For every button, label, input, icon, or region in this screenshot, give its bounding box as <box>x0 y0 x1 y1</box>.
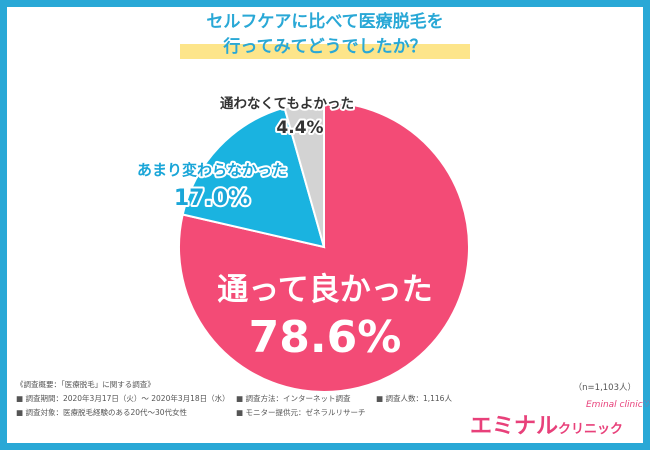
logo-sub: クリニック <box>558 422 624 437</box>
title-line-2: 行ってみてどうでしたか？ <box>223 37 427 57</box>
footnote-period: ■ 調査期間：2020年3月17日（火）～ 2020年3月18日（水） <box>16 394 230 403</box>
clinic-logo: Eminal clinic♡ エミナルクリニック <box>470 400 650 440</box>
logo-main: エミナル <box>470 414 559 439</box>
title-line-1: セルフケアに比べて医療脱毛を <box>206 12 444 32</box>
slice-value-kayowanakutemo: 4.4% <box>276 118 323 138</box>
slice-label-yokatta: 通って良かった <box>217 272 432 308</box>
slice-value-amari: 17.0% <box>174 186 250 211</box>
chart-title: セルフケアに比べて医療脱毛を 行ってみてどうでしたか？ <box>0 10 650 60</box>
logo-script: Eminal clinic♡ <box>586 400 650 410</box>
slice-value-yokatta: 78.6% <box>249 312 402 363</box>
slice-label-amari: あまり変わらなかった <box>137 161 287 179</box>
footnote-overview: 《調査概要：「医療脱毛」に関する調査》 <box>16 380 155 389</box>
title-highlight <box>180 44 470 59</box>
sample-size: （n=1,103人） <box>573 383 636 393</box>
footnote-provider: ■ モニター提供元：ゼネラルリサーチ <box>236 408 366 417</box>
footnote-count: ■ 調査人数：1,116人 <box>376 394 452 403</box>
slice-kayowanakutemo <box>283 100 325 248</box>
footnote-method: ■ 調査方法：インターネット調査 <box>236 394 351 403</box>
slice-amari-kawaranakatta <box>181 106 326 249</box>
slice-label-kayowanakutemo: 通わなくてもよかった <box>220 96 354 112</box>
footnote-target: ■ 調査対象：医療脱毛経験のある20代～30代女性 <box>16 408 188 417</box>
